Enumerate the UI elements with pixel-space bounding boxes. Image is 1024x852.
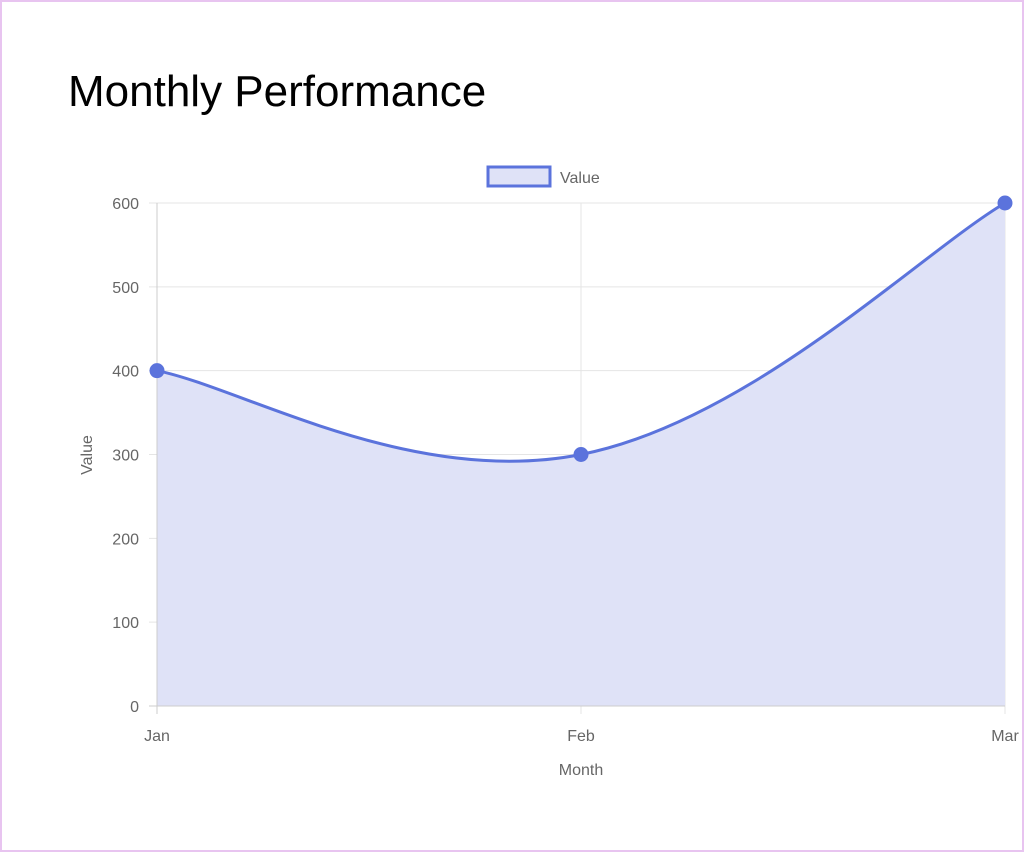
axes — [149, 203, 1005, 714]
x-tick-label: Feb — [567, 728, 595, 745]
data-point — [573, 447, 589, 462]
legend-label-value: Value — [560, 170, 600, 187]
y-axis-title: Value — [79, 435, 96, 475]
x-axis-title: Month — [559, 762, 603, 779]
y-tick-label: 400 — [112, 364, 139, 381]
y-tick-label: 600 — [112, 196, 139, 213]
data-point — [997, 195, 1013, 211]
x-tick-label: Jan — [144, 728, 170, 745]
y-tick-label: 200 — [112, 531, 139, 548]
data-point — [149, 363, 165, 379]
y-tick-label: 300 — [112, 448, 139, 465]
x-tick-label: Mar — [991, 728, 1019, 745]
y-tick-label: 100 — [112, 615, 139, 632]
y-tick-label: 500 — [112, 280, 139, 297]
tick-labels: 0 100 200 300 400 500 600 Jan Feb Mar — [112, 196, 1019, 745]
legend[interactable]: Value — [486, 165, 600, 188]
data-points — [149, 195, 1013, 462]
y-tick-label: 0 — [130, 699, 139, 716]
legend-swatch-value[interactable] — [486, 165, 552, 188]
page-title: Monthly Performance — [68, 67, 487, 116]
